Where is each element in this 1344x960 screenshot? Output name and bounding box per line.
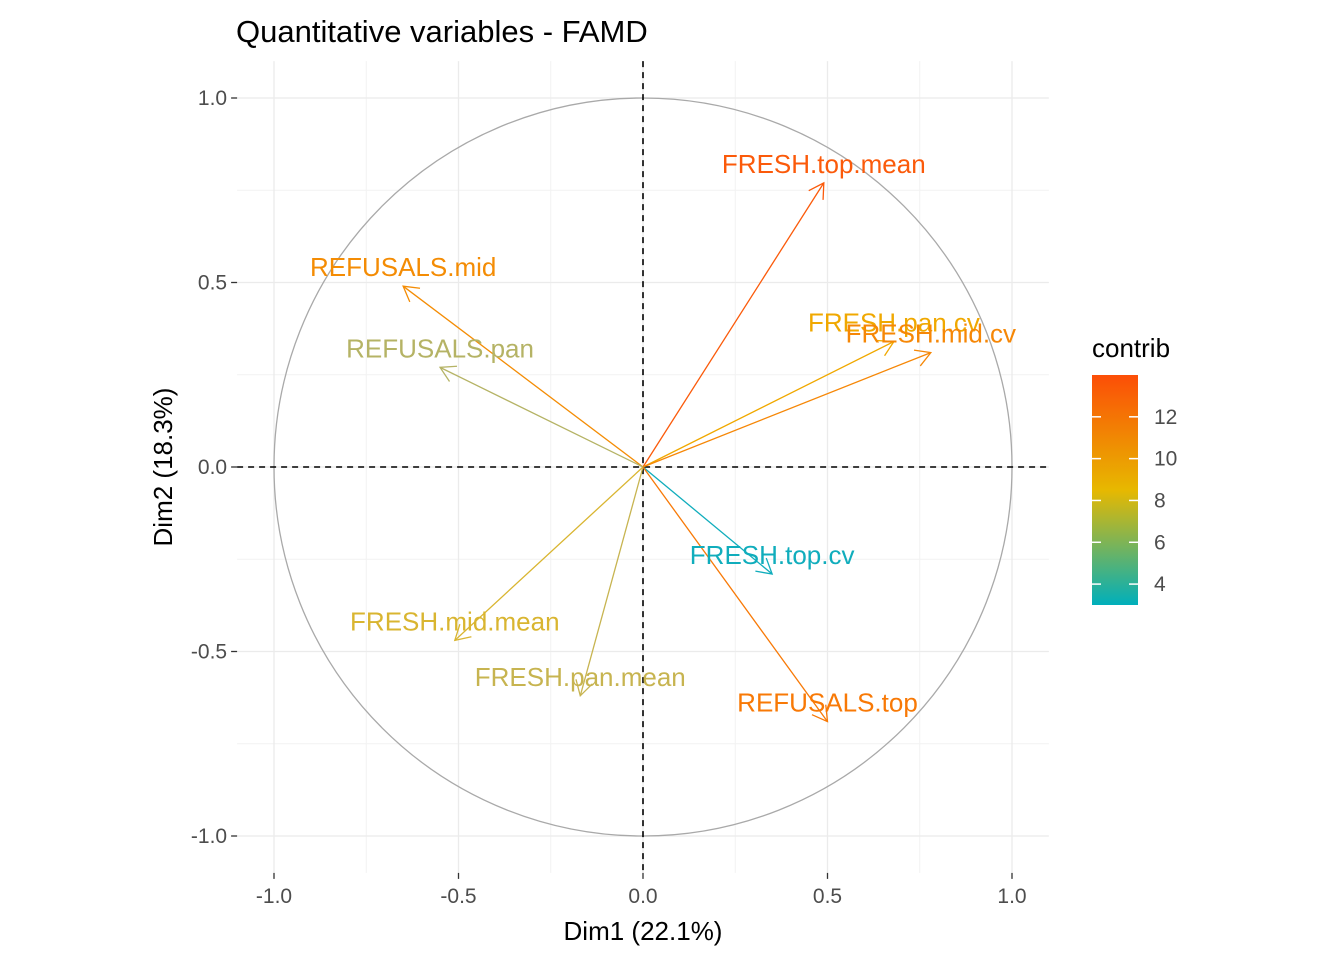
variable-labels: FRESH.top.meanREFUSALS.midFRESH.pan.cvFR…: [310, 149, 1016, 718]
legend-tick-label: 6: [1154, 531, 1166, 554]
arrowhead-fresh-pan-cv: [876, 339, 896, 357]
y-axis-ticks: -1.0 -0.5 0.0 0.5 1.0: [191, 87, 238, 848]
arrow-fresh-top-cv: [642, 466, 773, 575]
x-axis-ticks: -1.0 -0.5 0.0 0.5 1.0: [256, 872, 1027, 908]
x-tick-label: 0.5: [813, 885, 842, 908]
legend-tick-label: 4: [1154, 573, 1166, 596]
chart-title: Quantitative variables - FAMD: [236, 14, 648, 49]
label-refusals-mid: REFUSALS.mid: [310, 252, 496, 282]
x-tick-label: -1.0: [256, 885, 292, 908]
legend-title: contrib: [1092, 333, 1170, 363]
legend-ticks: 4 6 8 10 12: [1092, 406, 1177, 596]
x-axis-title: Dim1 (22.1%): [564, 916, 723, 946]
arrowhead-fresh-mid-cv: [913, 349, 933, 367]
arrow-refusals-pan: [439, 366, 644, 468]
label-fresh-mid-mean: FRESH.mid.mean: [350, 606, 560, 636]
y-tick-label: 0.0: [198, 456, 227, 479]
label-refusals-pan: REFUSALS.pan: [346, 333, 534, 363]
arrow-fresh-pan-mean: [579, 466, 644, 696]
arrowhead-refusals-mid: [402, 285, 421, 303]
label-refusals-top: REFUSALS.top: [737, 688, 918, 718]
y-tick-label: 0.5: [198, 272, 227, 295]
arrow-refusals-top: [642, 466, 829, 722]
contrib-legend: contrib 4 6 8 10 12: [1092, 333, 1177, 605]
x-tick-label: 1.0: [997, 885, 1026, 908]
label-fresh-top-cv: FRESH.top.cv: [690, 540, 855, 570]
arrowhead-fresh-top-mean: [808, 181, 825, 200]
arrow-fresh-top-mean: [642, 182, 825, 468]
variable-arrows: [402, 181, 933, 723]
label-fresh-mid-cv: FRESH.mid.cv: [846, 319, 1016, 349]
y-tick-label: -0.5: [191, 641, 227, 664]
arrowhead-fresh-mid-mean: [453, 624, 472, 642]
x-tick-label: 0.0: [628, 885, 657, 908]
y-tick-label: -1.0: [191, 825, 227, 848]
label-fresh-pan-mean: FRESH.pan.mean: [475, 662, 686, 692]
arrow-refusals-mid: [402, 285, 644, 468]
arrowhead-fresh-top-cv: [755, 557, 774, 575]
legend-tick-label: 8: [1154, 489, 1166, 512]
legend-tick-label: 10: [1154, 448, 1177, 471]
y-tick-label: 1.0: [198, 87, 227, 110]
arrowhead-fresh-pan-mean: [575, 679, 593, 698]
y-axis-title: Dim2 (18.3%): [148, 388, 178, 547]
legend-tick-label: 12: [1154, 406, 1177, 429]
arrow-fresh-mid-mean: [454, 466, 644, 641]
arrowhead-refusals-pan: [438, 365, 458, 382]
arrow-fresh-pan-cv: [642, 340, 895, 468]
legend-colorbar: [1092, 375, 1138, 605]
x-tick-label: -0.5: [440, 885, 476, 908]
arrowhead-refusals-top: [811, 704, 829, 723]
label-fresh-top-mean: FRESH.top.mean: [722, 149, 926, 179]
label-fresh-pan-cv: FRESH.pan.cv: [808, 308, 980, 338]
arrow-fresh-mid-cv: [642, 352, 932, 468]
